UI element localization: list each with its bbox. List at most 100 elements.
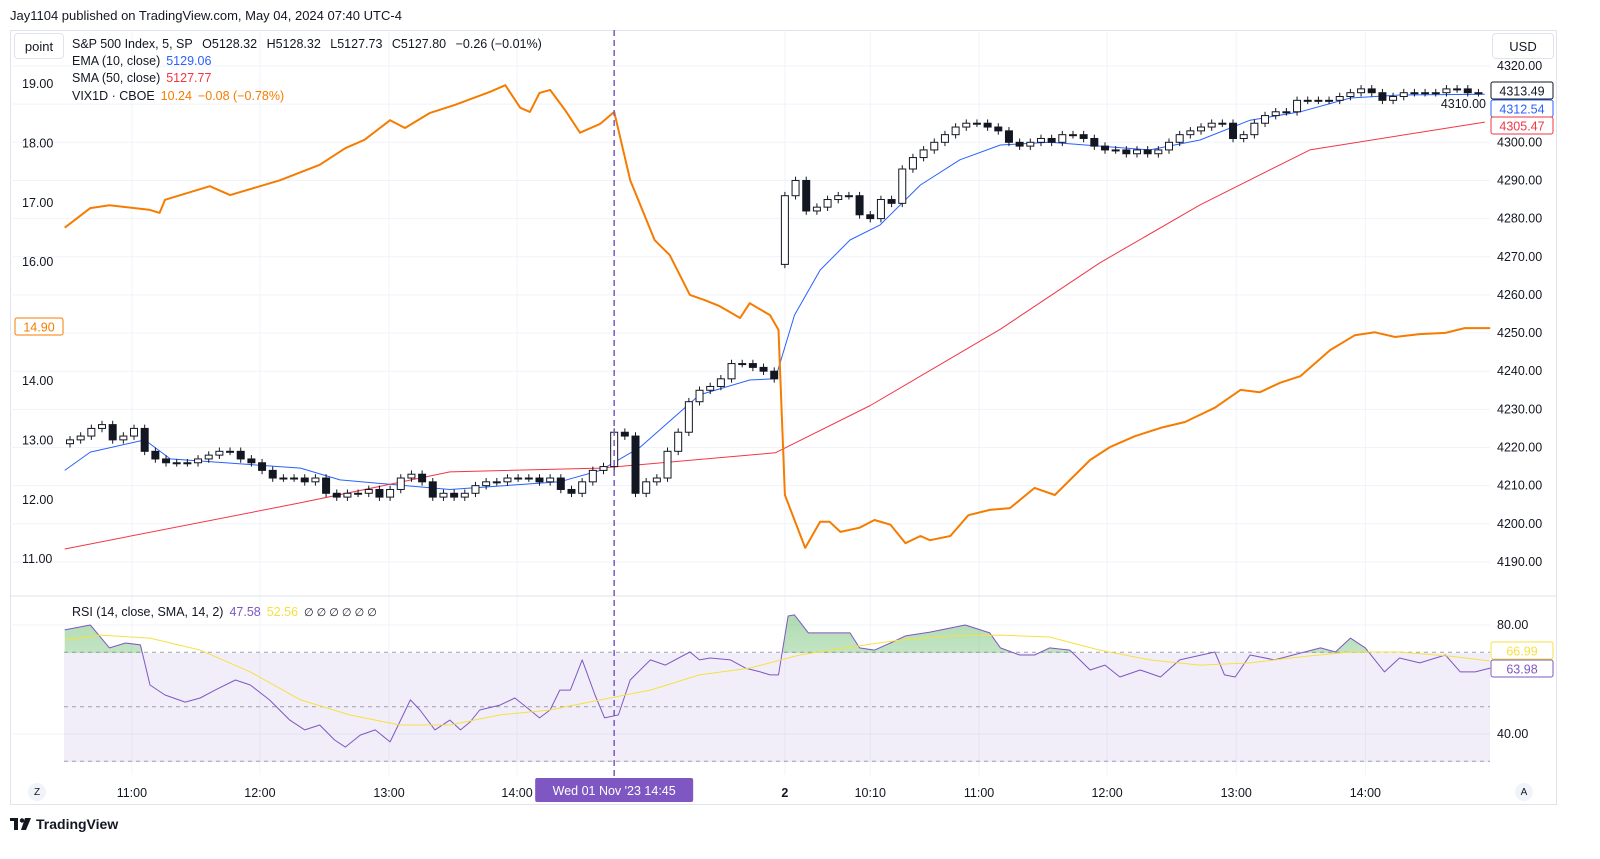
candle-down — [1090, 137, 1099, 147]
candle-down — [866, 214, 875, 220]
candle-up — [898, 168, 907, 204]
legend-rsi[interactable]: RSI (14, close, SMA, 14, 2) 47.58 52.56 ∅ ∅… — [72, 605, 383, 619]
legend-change: −0.26 (−0.01%) — [455, 37, 542, 51]
candle-up — [844, 195, 853, 198]
candle-down — [759, 366, 768, 372]
axis-labels: 4320.00 4310.00 4300.00 4290.00 4280.00 4270.… — [14, 59, 1554, 800]
candle-up — [684, 401, 693, 433]
candle-up — [98, 424, 107, 429]
candle-up — [930, 141, 939, 151]
candle-down — [1143, 149, 1152, 155]
legend-ema[interactable]: EMA (10, close) 5129.06 — [72, 54, 217, 68]
candle-up — [524, 477, 533, 480]
price-tick-label: 4290.00 — [1497, 173, 1542, 187]
vix-tick-label: 16.00 — [22, 255, 53, 269]
candle-up — [823, 199, 832, 208]
candle-up — [354, 492, 363, 495]
candle-down — [1229, 122, 1238, 139]
sma-price-label-box — [1490, 116, 1554, 135]
candle-up — [546, 477, 555, 483]
candle-down — [556, 477, 565, 490]
rsi-price-label-box — [1490, 659, 1554, 678]
tradingview-logo-icon — [10, 818, 31, 830]
rsi-overbought-area — [64, 614, 1490, 653]
candle-down — [418, 473, 427, 483]
vix-tick-label: 12.00 — [22, 493, 53, 507]
legend-vix[interactable]: VIX1D · CBOE 10.24 −0.08 (−0.78%) — [72, 89, 290, 103]
time-tick-label: 14:00 — [501, 786, 532, 800]
candle-up — [1303, 99, 1312, 102]
auto-scale-button[interactable]: A — [1515, 783, 1533, 801]
rsi-label: RSI (14, close, SMA, 14, 2) — [72, 605, 224, 619]
candle-up — [439, 492, 448, 498]
point-button[interactable]: point — [14, 33, 64, 59]
candle-up — [343, 492, 352, 498]
candle-up — [1111, 149, 1120, 152]
crosshair: Wed 01 Nov '23 14:45 — [535, 30, 694, 802]
candle-up — [908, 157, 917, 170]
candle-up — [652, 477, 661, 483]
time-tick-label: 2 — [781, 786, 788, 800]
time-tick-label: 13:00 — [1221, 786, 1252, 800]
candle-up — [578, 481, 587, 494]
candle-up — [1207, 122, 1216, 128]
zoom-button[interactable]: Z — [28, 783, 46, 801]
currency-button[interactable]: USD — [1492, 33, 1554, 59]
legend-symbol[interactable]: S&P 500 Index, 5, SP — [72, 37, 193, 51]
candle-up — [1314, 99, 1323, 102]
candle-down — [1367, 88, 1376, 94]
candle-up — [66, 439, 74, 445]
vix-tick-label: 11.00 — [22, 552, 52, 566]
candle-up — [812, 206, 821, 212]
candle-down — [748, 363, 757, 368]
candle-up — [279, 477, 288, 480]
candle-up — [1239, 134, 1248, 139]
candle-up — [407, 473, 416, 479]
candle-up — [588, 469, 597, 483]
candle-up — [1068, 134, 1077, 137]
price-tick-label: 4230.00 — [1497, 402, 1542, 416]
vix-tick-label: 19.00 — [22, 77, 53, 91]
ema-price-label: 4312.54 — [1499, 103, 1544, 117]
vix-line — [64, 84, 1491, 549]
vix-tick-label: 18.00 — [22, 136, 53, 150]
candle-up — [514, 477, 523, 480]
candle-up — [1389, 96, 1398, 101]
price-tick-label: 4270.00 — [1497, 250, 1542, 264]
candle-down — [300, 477, 309, 483]
candle-up — [962, 122, 971, 128]
candle-down — [567, 488, 576, 494]
tradingview-logo[interactable]: TradingView — [10, 816, 118, 832]
candle-down — [162, 458, 171, 464]
legend-high: H5128.32 — [266, 37, 321, 51]
publisher-caption: Jay1104 published on TradingView.com, Ma… — [10, 8, 402, 23]
candle-down — [994, 126, 1003, 132]
candle-up — [1133, 149, 1141, 155]
candle-up — [972, 122, 981, 125]
vix-tick-label: 14.00 — [22, 374, 53, 388]
candle-up — [791, 179, 800, 197]
vix-tick-label: 13.00 — [22, 433, 53, 447]
legend-sma[interactable]: SMA (50, close) 5127.77 — [72, 71, 217, 85]
candle-up — [226, 450, 235, 453]
candle-down — [1079, 134, 1088, 139]
rsi-line — [64, 614, 1491, 748]
candle-up — [119, 435, 128, 441]
candle-up — [1165, 141, 1174, 151]
vix-price-label-box — [14, 317, 64, 336]
candle-down — [1122, 149, 1131, 155]
candle-up — [706, 385, 715, 391]
price-tick-label: 4260.00 — [1497, 288, 1542, 302]
candle-down — [375, 488, 384, 498]
sma-price-label: 4305.47 — [1499, 120, 1544, 134]
ema-line — [64, 93, 1485, 490]
candle-up — [1175, 134, 1184, 143]
candle-up — [1036, 137, 1045, 143]
sma-value: 5127.77 — [166, 71, 212, 85]
rsi-na-values: ∅ ∅ ∅ ∅ ∅ ∅ — [304, 607, 377, 619]
rsi-sma-value: 52.56 — [266, 605, 299, 619]
candle-up — [1293, 99, 1302, 113]
rsi-bands — [64, 651, 1490, 762]
vix-value: 10.24 — [160, 89, 192, 103]
